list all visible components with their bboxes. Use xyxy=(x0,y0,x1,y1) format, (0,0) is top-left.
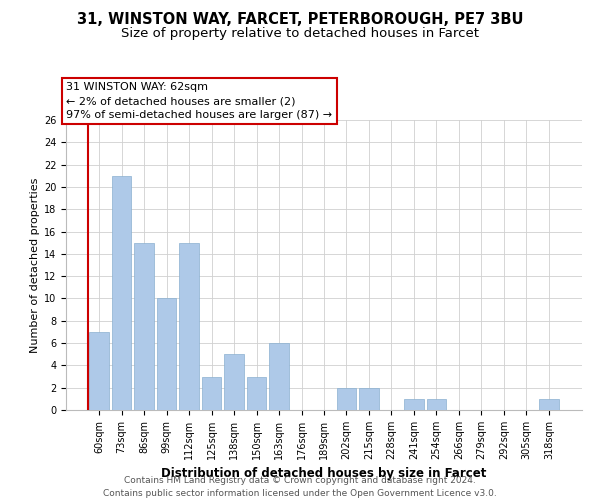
Bar xyxy=(179,242,199,410)
Text: 31 WINSTON WAY: 62sqm
← 2% of detached houses are smaller (2)
97% of semi-detach: 31 WINSTON WAY: 62sqm ← 2% of detached h… xyxy=(66,82,332,120)
Bar xyxy=(112,176,131,410)
Bar xyxy=(359,388,379,410)
Text: 31, WINSTON WAY, FARCET, PETERBOROUGH, PE7 3BU: 31, WINSTON WAY, FARCET, PETERBOROUGH, P… xyxy=(77,12,523,28)
Bar xyxy=(224,354,244,410)
Text: Contains HM Land Registry data © Crown copyright and database right 2024.
Contai: Contains HM Land Registry data © Crown c… xyxy=(103,476,497,498)
Text: Size of property relative to detached houses in Farcet: Size of property relative to detached ho… xyxy=(121,28,479,40)
Bar xyxy=(202,376,221,410)
Bar xyxy=(269,343,289,410)
X-axis label: Distribution of detached houses by size in Farcet: Distribution of detached houses by size … xyxy=(161,468,487,480)
Bar xyxy=(404,399,424,410)
Bar xyxy=(157,298,176,410)
Y-axis label: Number of detached properties: Number of detached properties xyxy=(29,178,40,352)
Bar xyxy=(539,399,559,410)
Bar xyxy=(89,332,109,410)
Bar xyxy=(247,376,266,410)
Bar xyxy=(427,399,446,410)
Bar xyxy=(337,388,356,410)
Bar xyxy=(134,242,154,410)
